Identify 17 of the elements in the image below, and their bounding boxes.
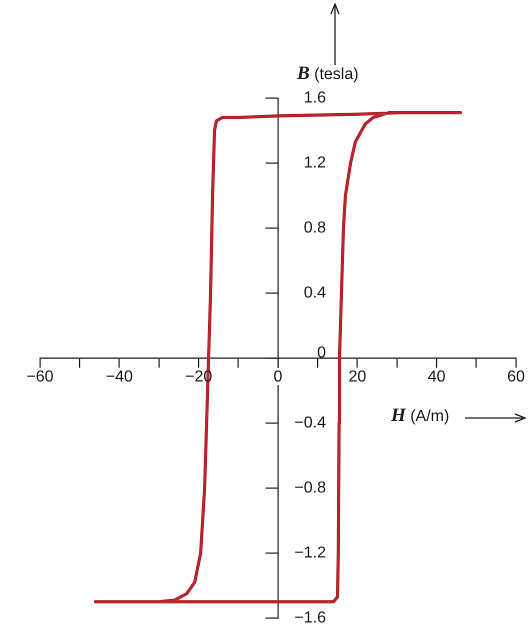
y-tick-label: −0.4 [294,414,326,432]
y-tick-label: −1.2 [294,544,326,562]
x-tick-label: 60 [507,368,525,386]
y-tick-label: 0.8 [304,219,326,236]
x-tick-label: 40 [428,368,446,386]
x-tick-label: 0 [274,368,283,386]
x-tick-label: −40 [106,368,134,386]
y-tick-label: 0.4 [304,284,326,302]
y-tick-label: 1.6 [304,89,326,106]
y-axis-title: B (tesla) [297,63,359,85]
y-tick-label: −0.8 [294,479,326,496]
x-tick-label: −60 [26,368,54,386]
y-tick-label: 0 [317,344,326,362]
y-tick-label: −1.6 [294,609,326,626]
y-tick-label: 1.2 [304,154,326,172]
x-tick-label: 20 [348,368,366,386]
x-axis-title: H (A/m) [391,405,450,427]
